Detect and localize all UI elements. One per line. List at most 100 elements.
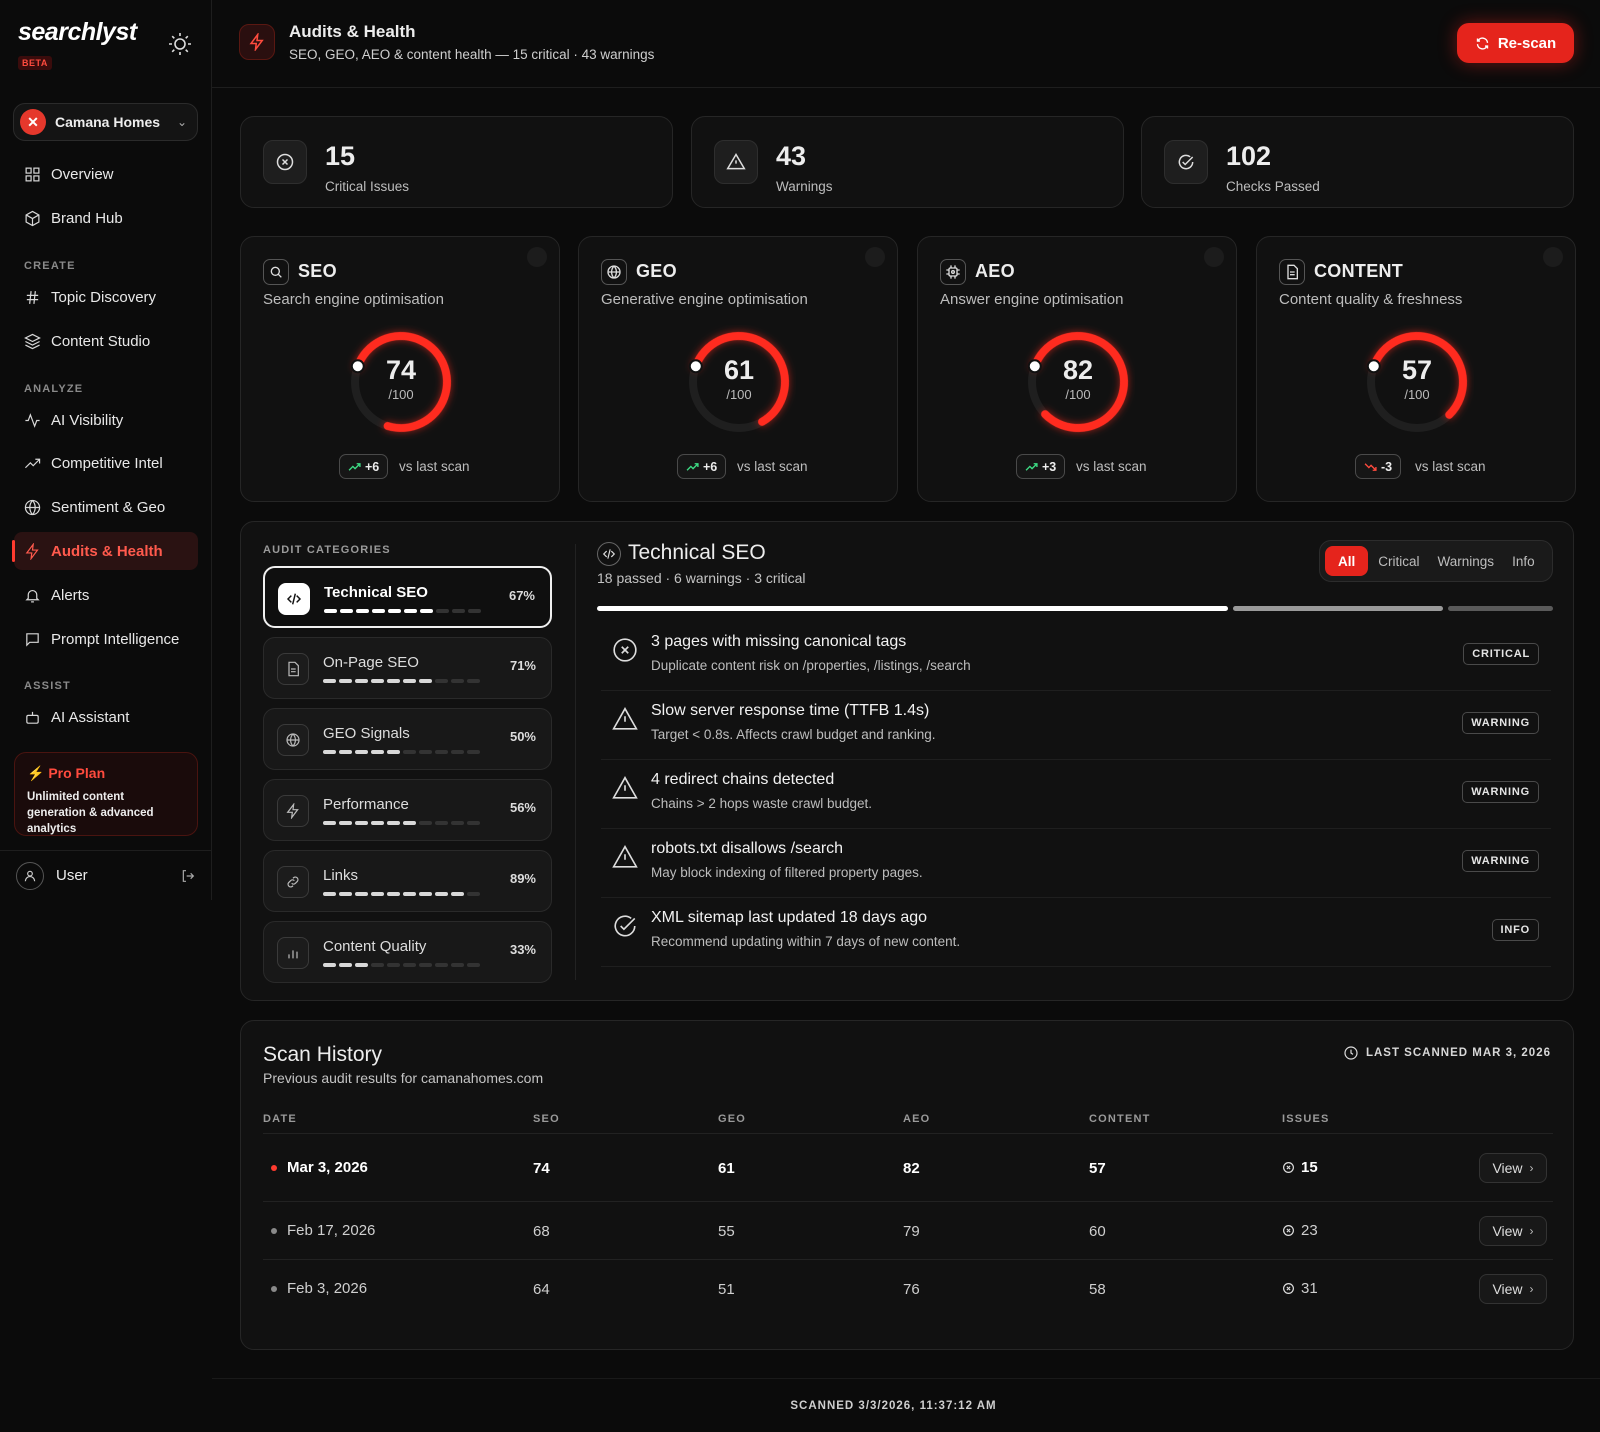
category-content-quality[interactable]: Content Quality 33% [263, 921, 552, 983]
nav-sentiment-geo[interactable]: Sentiment & Geo [14, 488, 198, 526]
category-percent: 50% [509, 729, 536, 744]
nav-alerts[interactable]: Alerts [14, 576, 198, 614]
row-aeo: 82 [903, 1160, 920, 1177]
x-circle-icon [1283, 1225, 1294, 1236]
nav-ai-assistant[interactable]: AI Assistant [14, 698, 198, 736]
nav-prompt-intelligence[interactable]: Prompt Intelligence [14, 620, 198, 658]
row-content: 58 [1089, 1281, 1106, 1298]
nav-audits-health[interactable]: Audits & Health [12, 532, 198, 570]
progress-segment [419, 821, 432, 825]
nav-section-analyze: ANALYZE [24, 383, 84, 395]
issue-title: robots.txt disallows /search [651, 840, 844, 857]
issue-description: May block indexing of filtered property … [651, 865, 923, 880]
progress-segment [435, 750, 448, 754]
nav-overview[interactable]: Overview [14, 155, 198, 193]
stat-label: Warnings [776, 179, 833, 194]
rescan-button[interactable]: Re-scan [1457, 23, 1574, 63]
table-row: Feb 3, 2026 64 51 76 58 31 View › [263, 1259, 1553, 1317]
progress-segment [451, 679, 464, 683]
nav-label: Audits & Health [51, 542, 163, 560]
document-icon [1279, 259, 1305, 285]
logout-icon[interactable] [180, 868, 196, 884]
stat-label: Checks Passed [1226, 179, 1320, 194]
score-card-seo[interactable]: SEO Search engine optimisation 74 /100 +… [240, 236, 560, 502]
score-card-content[interactable]: CONTENT Content quality & freshness 57 /… [1256, 236, 1576, 502]
score-card-geo[interactable]: GEO Generative engine optimisation 61 /1… [578, 236, 898, 502]
category-on-page-seo[interactable]: On-Page SEO 71% [263, 637, 552, 699]
table-row: Feb 17, 2026 68 55 79 60 23 View › [263, 1201, 1553, 1259]
row-geo: 51 [718, 1281, 735, 1298]
progress-segment [372, 609, 385, 613]
nav-label: Brand Hub [51, 209, 123, 227]
theme-toggle-sun-icon[interactable] [168, 32, 192, 56]
globe-icon [24, 499, 41, 515]
page-subtitle: SEO, GEO, AEO & content health — 15 crit… [289, 47, 655, 62]
score-card-aeo[interactable]: AEO Answer engine optimisation 82 /100 +… [917, 236, 1237, 502]
nav-section-create: CREATE [24, 260, 76, 272]
progress-segment [387, 963, 400, 967]
critical-bar [1447, 606, 1553, 611]
x-circle-icon [612, 637, 638, 663]
scan-timestamp: SCANNED 3/3/2026, 11:37:12 AM [790, 1400, 997, 1412]
check-circle-icon [612, 913, 638, 939]
category-geo-signals[interactable]: GEO Signals 50% [263, 708, 552, 770]
issue-row[interactable]: 4 redirect chains detected Chains > 2 ho… [601, 761, 1551, 829]
rescan-label: Re-scan [1497, 34, 1557, 52]
workspace-name: Camana Homes [55, 114, 161, 130]
stat-label: Critical Issues [325, 179, 410, 194]
severity-badge: CRITICAL [1463, 643, 1539, 665]
progress-segment [324, 609, 337, 613]
view-button[interactable]: View › [1479, 1216, 1547, 1246]
lightning-icon [25, 542, 39, 560]
row-issues: 15 [1282, 1159, 1318, 1176]
pro-plan-card[interactable]: ⚡ Pro Plan Unlimited content generation … [14, 752, 198, 836]
cube-icon [25, 210, 40, 226]
nav-content-studio[interactable]: Content Studio [14, 322, 198, 360]
issue-row[interactable]: Slow server response time (TTFB 1.4s) Ta… [601, 692, 1551, 760]
severity-badge: WARNING [1462, 850, 1539, 872]
issue-row[interactable]: 3 pages with missing canonical tags Dupl… [601, 623, 1551, 691]
nav-ai-visibility[interactable]: AI Visibility [14, 401, 198, 439]
pro-plan-title: ⚡ Pro Plan [27, 765, 106, 781]
score-gauge: 74 /100 [344, 325, 458, 439]
row-aeo: 79 [903, 1223, 920, 1240]
col-date: DATE [263, 1113, 297, 1125]
user-menu[interactable]: User [0, 850, 212, 900]
row-status-dot [271, 1228, 277, 1234]
check-circle-icon [1164, 140, 1208, 184]
category-links[interactable]: Links 89% [263, 850, 552, 912]
progress-segment [371, 750, 384, 754]
nav-topic-discovery[interactable]: Topic Discovery [14, 278, 198, 316]
col-seo: SEO [533, 1113, 560, 1125]
nav-competitive-intel[interactable]: Competitive Intel [14, 444, 198, 482]
filter-warnings[interactable]: Warnings [1437, 553, 1495, 569]
score-card-title: CONTENT [1314, 261, 1404, 281]
category-percent: 56% [509, 800, 536, 815]
score-delta-badge: +3 [1016, 454, 1066, 479]
progress-segment [468, 609, 481, 613]
issue-row[interactable]: robots.txt disallows /search May block i… [601, 830, 1551, 898]
view-button[interactable]: View › [1479, 1274, 1547, 1304]
filter-critical[interactable]: Critical [1378, 553, 1420, 569]
brand-logo[interactable]: searchlyst [18, 18, 137, 46]
document-icon [277, 653, 309, 685]
score-gauge: 82 /100 [1021, 325, 1135, 439]
stat-value: 15 [325, 141, 356, 171]
progress-segment [403, 679, 416, 683]
issue-row[interactable]: XML sitemap last updated 18 days ago Rec… [601, 899, 1551, 967]
category-percent: 67% [508, 588, 535, 603]
category-technical-seo[interactable]: Technical SEO 67% [263, 566, 552, 628]
score-delta: -3 [1381, 459, 1393, 474]
stat-value: 43 [776, 141, 807, 171]
workspace-switcher[interactable]: ✕ Camana Homes ⌄ [13, 103, 198, 141]
activity-icon [25, 412, 40, 428]
filter-info[interactable]: Info [1512, 553, 1535, 569]
nav-brand-hub[interactable]: Brand Hub [14, 199, 198, 237]
filter-all[interactable]: All [1325, 546, 1369, 576]
progress-segment [435, 821, 448, 825]
category-performance[interactable]: Performance 56% [263, 779, 552, 841]
nav-label: Competitive Intel [51, 454, 163, 472]
progress-segment [339, 750, 352, 754]
gauge-knob [1366, 359, 1381, 374]
view-button[interactable]: View › [1479, 1153, 1547, 1183]
